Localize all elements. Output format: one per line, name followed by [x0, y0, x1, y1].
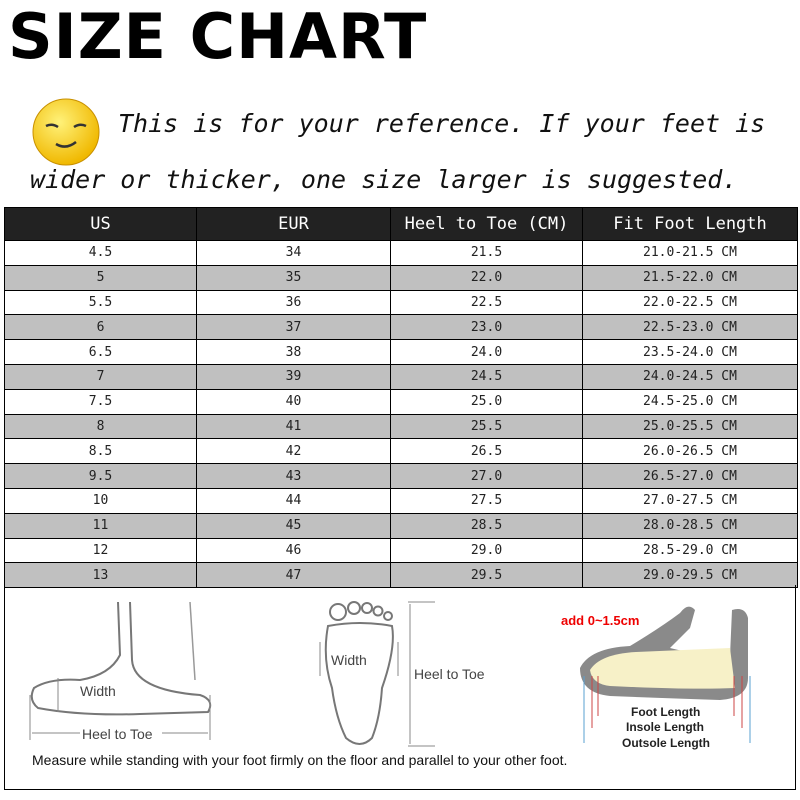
cell-us: 10 [4, 487, 197, 514]
table-row: 11 45 28.5 28.0-28.5 CM [4, 512, 798, 539]
cell-fit-foot-length: 28.5-29.0 CM [582, 537, 798, 564]
header-heel-to-toe: Heel to Toe (CM) [390, 207, 583, 241]
table-row: 13 47 29.5 29.0-29.5 CM [4, 562, 798, 589]
cell-us: 12 [4, 537, 197, 564]
cell-fit-foot-length: 22.5-23.0 CM [582, 314, 798, 341]
cell-heel-to-toe: 26.5 [390, 438, 583, 465]
cell-eur: 43 [196, 463, 391, 489]
cell-us: 5 [4, 264, 197, 291]
cell-heel-to-toe: 28.5 [390, 512, 583, 539]
cell-us: 4.5 [4, 240, 197, 266]
cell-us: 8.5 [4, 438, 197, 465]
cell-fit-foot-length: 21.5-22.0 CM [582, 264, 798, 291]
table-row: 4.5 34 21.5 21.0-21.5 CM [4, 240, 798, 266]
cell-fit-foot-length: 26.0-26.5 CM [582, 438, 798, 465]
table-row: 10 44 27.5 27.0-27.5 CM [4, 487, 798, 514]
cell-heel-to-toe: 24.5 [390, 363, 583, 390]
header-eur: EUR [196, 207, 391, 241]
cell-us: 11 [4, 512, 197, 539]
table-row: 12 46 29.0 28.5-29.0 CM [4, 537, 798, 564]
cell-eur: 45 [196, 512, 391, 539]
cell-heel-to-toe: 22.5 [390, 289, 583, 316]
cell-fit-foot-length: 22.0-22.5 CM [582, 289, 798, 316]
note-line-1: This is for your reference. If your feet… [118, 109, 766, 138]
cell-heel-to-toe: 29.5 [390, 562, 583, 589]
table-row: 6.5 38 24.0 23.5-24.0 CM [4, 339, 798, 365]
cell-fit-foot-length: 26.5-27.0 CM [582, 463, 798, 489]
cell-fit-foot-length: 29.0-29.5 CM [582, 562, 798, 589]
top-foot-heel-to-toe-label: Heel to Toe [414, 666, 485, 682]
note-line-2: wider or thicker, one size larger is sug… [30, 165, 738, 194]
cell-fit-foot-length: 27.0-27.5 CM [582, 487, 798, 514]
size-table: US EUR Heel to Toe (CM) Fit Foot Length … [4, 207, 798, 589]
table-row: 6 37 23.0 22.5-23.0 CM [4, 314, 798, 341]
table-row: 5.5 36 22.5 22.0-22.5 CM [4, 289, 798, 316]
table-row: 7 39 24.5 24.0-24.5 CM [4, 363, 798, 390]
cell-us: 13 [4, 562, 197, 589]
table-row: 9.5 43 27.0 26.5-27.0 CM [4, 463, 798, 489]
header-fit-foot-length: Fit Foot Length [582, 207, 798, 241]
cell-eur: 37 [196, 314, 391, 341]
table-header-row: US EUR Heel to Toe (CM) Fit Foot Length [4, 207, 798, 241]
page-title: SIZE CHART [8, 0, 428, 73]
cell-eur: 38 [196, 339, 391, 365]
cell-heel-to-toe: 22.0 [390, 264, 583, 291]
cell-eur: 42 [196, 438, 391, 465]
top-foot-width-label: Width [331, 652, 367, 668]
cell-fit-foot-length: 25.0-25.5 CM [582, 413, 798, 440]
outsole-length-label: Outsole Length [622, 736, 710, 750]
cell-heel-to-toe: 25.0 [390, 388, 583, 415]
cell-heel-to-toe: 21.5 [390, 240, 583, 266]
cell-heel-to-toe: 27.0 [390, 463, 583, 489]
cell-us: 6 [4, 314, 197, 341]
cell-us: 7.5 [4, 388, 197, 415]
measure-instruction: Measure while standing with your foot fi… [32, 752, 568, 768]
cell-fit-foot-length: 24.0-24.5 CM [582, 363, 798, 390]
cell-eur: 41 [196, 413, 391, 440]
side-foot-diagram [29, 601, 212, 740]
cell-eur: 39 [196, 363, 391, 390]
side-foot-heel-to-toe-label: Heel to Toe [82, 726, 153, 742]
cell-eur: 44 [196, 487, 391, 514]
cell-heel-to-toe: 29.0 [390, 537, 583, 564]
header-us: US [4, 207, 197, 241]
table-row: 8 41 25.5 25.0-25.5 CM [4, 413, 798, 440]
cell-fit-foot-length: 23.5-24.0 CM [582, 339, 798, 365]
cell-fit-foot-length: 21.0-21.5 CM [582, 240, 798, 266]
cell-eur: 36 [196, 289, 391, 316]
insole-length-label: Insole Length [626, 720, 704, 734]
cell-eur: 47 [196, 562, 391, 589]
cell-eur: 35 [196, 264, 391, 291]
cell-heel-to-toe: 23.0 [390, 314, 583, 341]
cell-eur: 34 [196, 240, 391, 266]
cell-fit-foot-length: 24.5-25.0 CM [582, 388, 798, 415]
table-row: 5 35 22.0 21.5-22.0 CM [4, 264, 798, 291]
cell-us: 6.5 [4, 339, 197, 365]
cell-us: 8 [4, 413, 197, 440]
cell-eur: 40 [196, 388, 391, 415]
shoe-cross-section-diagram [580, 606, 751, 743]
cell-us: 9.5 [4, 463, 197, 489]
cell-heel-to-toe: 27.5 [390, 487, 583, 514]
foot-length-label: Foot Length [631, 705, 701, 719]
top-foot-diagram [319, 601, 435, 747]
cell-heel-to-toe: 24.0 [390, 339, 583, 365]
add-allowance-label: add 0~1.5cm [561, 613, 640, 628]
cell-us: 7 [4, 363, 197, 390]
cell-eur: 46 [196, 537, 391, 564]
cell-heel-to-toe: 25.5 [390, 413, 583, 440]
cell-us: 5.5 [4, 289, 197, 316]
measurement-guide-panel [4, 585, 796, 790]
side-foot-width-label: Width [80, 683, 116, 699]
table-row: 8.5 42 26.5 26.0-26.5 CM [4, 438, 798, 465]
cell-fit-foot-length: 28.0-28.5 CM [582, 512, 798, 539]
table-row: 7.5 40 25.0 24.5-25.0 CM [4, 388, 798, 415]
smiley-face-icon [32, 98, 100, 166]
